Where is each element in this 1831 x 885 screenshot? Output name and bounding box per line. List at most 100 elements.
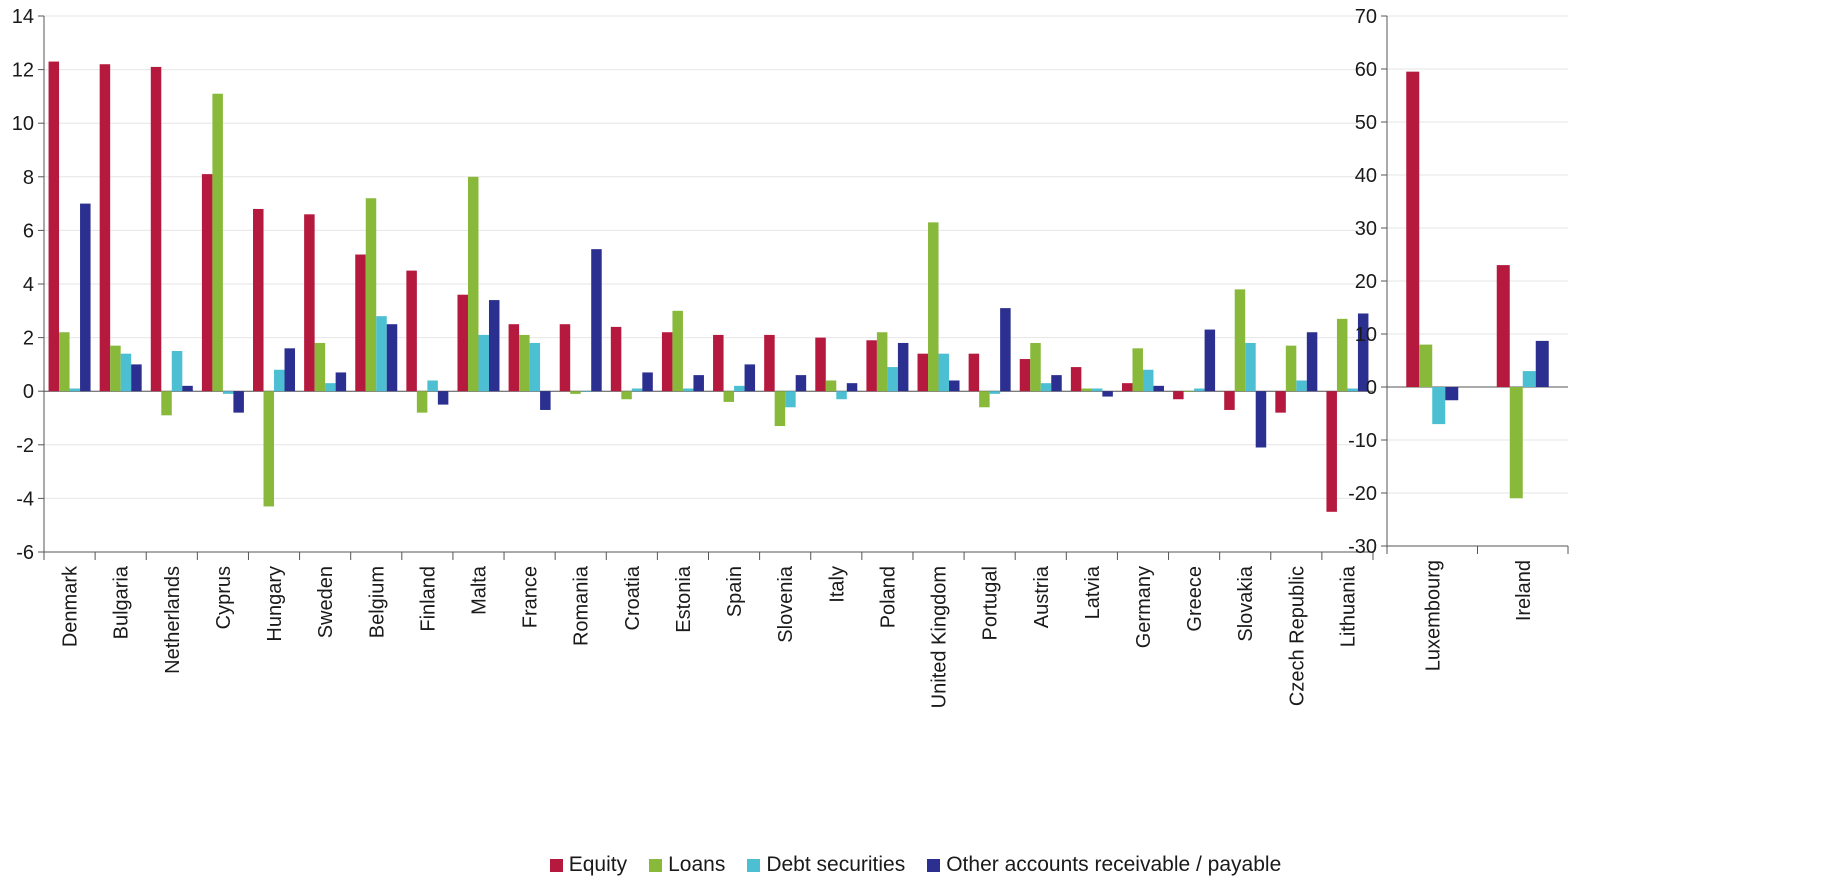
bar-loans-croatia xyxy=(621,391,632,400)
legend-swatch-equity xyxy=(549,858,563,872)
right-y-tick-label: -30 xyxy=(1348,536,1377,558)
bar-other-accounts-receivable-payable-spain xyxy=(744,364,756,392)
x-tick-label-finland: Finland xyxy=(417,566,439,632)
bar-other-accounts-receivable-payable-italy xyxy=(846,383,858,392)
bar-loans-latvia xyxy=(1081,388,1092,392)
legend-item-equity: Equity xyxy=(549,853,628,877)
bar-debt-securities-croatia xyxy=(631,388,643,392)
bar-equity-poland xyxy=(866,340,877,392)
right-y-tick-label: 50 xyxy=(1355,112,1377,134)
bar-debt-securities-netherlands xyxy=(171,351,183,392)
bar-loans-united-kingdom xyxy=(928,222,939,392)
legend: Equity Loans Debt securities Other accou… xyxy=(0,852,1831,878)
bar-loans-hungary xyxy=(263,391,275,507)
bar-debt-securities-finland xyxy=(427,380,438,392)
bar-debt-securities-spain xyxy=(734,385,745,392)
bar-other-accounts-receivable-payable-slovenia xyxy=(795,375,807,392)
bar-loans-malta xyxy=(467,176,479,392)
x-tick-label-estonia: Estonia xyxy=(673,565,695,633)
legend-label-equity: Equity xyxy=(568,853,628,876)
bar-equity-greece xyxy=(1173,391,1184,400)
bar-loans-france xyxy=(519,334,530,392)
left-y-tick-label: -6 xyxy=(16,542,34,564)
bar-loans-denmark xyxy=(59,332,70,392)
right-y-tick-label: 20 xyxy=(1355,271,1377,293)
right-y-tick-label: 30 xyxy=(1355,218,1377,240)
left-y-tick-label: 4 xyxy=(23,274,34,296)
left-y-tick-label: 2 xyxy=(23,328,34,350)
x-tick-label-germany: Germany xyxy=(1133,566,1155,648)
right-y-tick-label: 70 xyxy=(1355,6,1377,28)
bar-loans-cyprus xyxy=(212,93,223,392)
bar-debt-securities-germany xyxy=(1142,369,1154,392)
x-tick-label-croatia: Croatia xyxy=(622,565,644,630)
x-tick-label-portugal: Portugal xyxy=(980,566,1002,641)
right-y-tick-label: 60 xyxy=(1355,59,1377,81)
bar-other-accounts-receivable-payable-cyprus xyxy=(233,391,244,413)
bar-debt-securities-lithuania xyxy=(1347,388,1358,392)
bar-other-accounts-receivable-payable-greece xyxy=(1204,329,1216,392)
bar-loans-belgium xyxy=(365,198,377,392)
x-tick-label-malta: Malta xyxy=(468,565,490,615)
bar-equity-austria xyxy=(1019,359,1031,392)
bar-other-accounts-receivable-payable-finland xyxy=(437,391,449,405)
x-tick-label-slovenia: Slovenia xyxy=(775,565,797,643)
right-y-tick-label: 40 xyxy=(1355,165,1377,187)
bar-other-accounts-receivable-payable-belgium xyxy=(386,324,398,392)
left-y-tick-label: 12 xyxy=(12,60,34,82)
left-y-tick-label: 8 xyxy=(23,167,34,189)
bar-equity-latvia xyxy=(1070,367,1082,392)
bar-other-accounts-receivable-payable-croatia xyxy=(642,372,653,392)
bar-loans-spain xyxy=(723,391,735,402)
right-y-tick-label: 10 xyxy=(1355,324,1377,346)
bar-equity-malta xyxy=(457,294,468,392)
bar-equity-cyprus xyxy=(201,174,213,392)
bar-debt-securities-malta xyxy=(478,334,489,392)
bar-equity-luxembourg xyxy=(1406,71,1420,388)
bar-debt-securities-latvia xyxy=(1091,388,1103,392)
x-tick-label-netherlands: Netherlands xyxy=(162,566,184,674)
x-tick-label-slovakia: Slovakia xyxy=(1235,565,1257,641)
bar-other-accounts-receivable-payable-netherlands xyxy=(182,385,193,392)
bar-debt-securities-belgium xyxy=(376,316,387,392)
legend-label-debt-securities: Debt securities xyxy=(766,853,906,876)
bar-debt-securities-united-kingdom xyxy=(938,353,950,392)
bar-debt-securities-greece xyxy=(1194,388,1205,392)
x-tick-label-italy: Italy xyxy=(826,566,848,603)
bar-loans-poland xyxy=(876,332,888,392)
legend-swatch-other-accounts xyxy=(927,858,941,872)
bar-loans-germany xyxy=(1132,348,1143,392)
bar-loans-greece xyxy=(1183,391,1195,392)
bar-other-accounts-receivable-payable-sweden xyxy=(335,372,347,392)
bar-other-accounts-receivable-payable-luxembourg xyxy=(1445,387,1459,401)
legend-label-other-accounts: Other accounts receivable / payable xyxy=(946,853,1282,876)
right-y-tick-label: -20 xyxy=(1348,483,1377,505)
bar-other-accounts-receivable-payable-austria xyxy=(1051,375,1062,392)
bar-equity-denmark xyxy=(48,61,60,392)
bar-debt-securities-estonia xyxy=(682,388,694,392)
bar-loans-slovakia xyxy=(1234,289,1246,392)
x-tick-label-greece: Greece xyxy=(1184,566,1206,632)
x-tick-label-cyprus: Cyprus xyxy=(213,566,235,629)
bar-other-accounts-receivable-payable-france xyxy=(540,391,551,410)
x-tick-label-lithuania: Lithuania xyxy=(1337,565,1359,647)
bar-equity-italy xyxy=(815,337,826,392)
bar-other-accounts-receivable-payable-malta xyxy=(488,300,500,392)
legend-item-loans: Loans xyxy=(649,853,725,877)
bar-debt-securities-austria xyxy=(1040,383,1052,392)
x-tick-label-france: France xyxy=(520,566,542,628)
x-tick-label-luxembourg: Luxembourg xyxy=(1422,560,1444,671)
bar-equity-hungary xyxy=(253,208,264,392)
bar-loans-sweden xyxy=(314,342,326,392)
bar-equity-romania xyxy=(559,324,571,392)
bar-debt-securities-slovakia xyxy=(1245,342,1256,392)
bar-loans-austria xyxy=(1030,342,1041,392)
left-y-tick-label: -2 xyxy=(16,435,34,457)
bar-loans-slovenia xyxy=(774,391,786,427)
left-y-tick-label: 6 xyxy=(23,220,34,242)
right-y-tick-label: 0 xyxy=(1366,377,1377,399)
bar-equity-sweden xyxy=(304,214,315,392)
bar-debt-securities-slovenia xyxy=(785,391,796,408)
bar-equity-finland xyxy=(406,270,417,392)
